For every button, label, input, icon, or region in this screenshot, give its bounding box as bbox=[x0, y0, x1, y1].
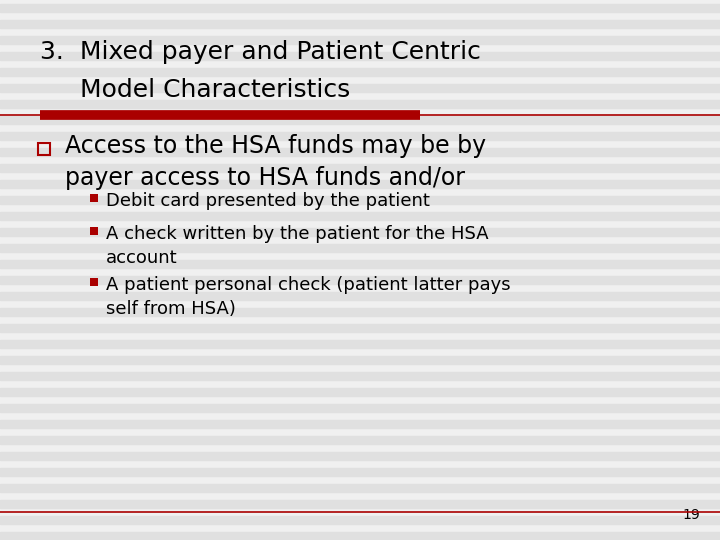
Bar bbox=[0, 292, 720, 300]
Bar bbox=[0, 68, 720, 76]
Bar bbox=[0, 164, 720, 172]
Bar bbox=[0, 100, 720, 108]
Bar bbox=[90, 278, 98, 286]
Bar bbox=[0, 84, 720, 92]
Bar bbox=[0, 452, 720, 460]
Bar bbox=[0, 404, 720, 412]
Bar bbox=[0, 340, 720, 348]
Bar bbox=[0, 132, 720, 140]
Bar bbox=[0, 388, 720, 396]
Text: 3.  Mixed payer and Patient Centric: 3. Mixed payer and Patient Centric bbox=[40, 40, 481, 64]
Bar bbox=[0, 420, 720, 428]
Bar bbox=[90, 194, 98, 202]
Bar bbox=[0, 212, 720, 220]
Bar bbox=[0, 244, 720, 252]
Bar bbox=[0, 196, 720, 204]
Bar bbox=[0, 500, 720, 508]
Bar bbox=[0, 308, 720, 316]
Bar bbox=[0, 356, 720, 364]
Bar bbox=[0, 484, 720, 492]
Text: payer access to HSA funds and/or: payer access to HSA funds and/or bbox=[65, 166, 465, 190]
Bar bbox=[0, 276, 720, 284]
Text: 19: 19 bbox=[683, 508, 700, 522]
Bar bbox=[0, 36, 720, 44]
Bar bbox=[0, 532, 720, 540]
Text: A check written by the patient for the HSA
account: A check written by the patient for the H… bbox=[106, 225, 489, 267]
Bar bbox=[0, 20, 720, 28]
Text: A patient personal check (patient latter pays
self from HSA): A patient personal check (patient latter… bbox=[106, 276, 510, 318]
Bar bbox=[0, 516, 720, 524]
Bar bbox=[0, 468, 720, 476]
Bar bbox=[0, 372, 720, 380]
Bar bbox=[0, 436, 720, 444]
Bar bbox=[0, 4, 720, 12]
Bar bbox=[0, 324, 720, 332]
Bar bbox=[0, 52, 720, 60]
Bar bbox=[90, 227, 98, 235]
Text: Model Characteristics: Model Characteristics bbox=[40, 78, 350, 102]
Bar bbox=[0, 116, 720, 124]
Bar bbox=[0, 148, 720, 156]
Text: Access to the HSA funds may be by: Access to the HSA funds may be by bbox=[65, 134, 486, 158]
Bar bbox=[38, 143, 50, 155]
Text: Debit card presented by the patient: Debit card presented by the patient bbox=[106, 192, 430, 210]
Bar bbox=[0, 228, 720, 236]
Bar bbox=[0, 260, 720, 268]
Bar bbox=[0, 180, 720, 188]
